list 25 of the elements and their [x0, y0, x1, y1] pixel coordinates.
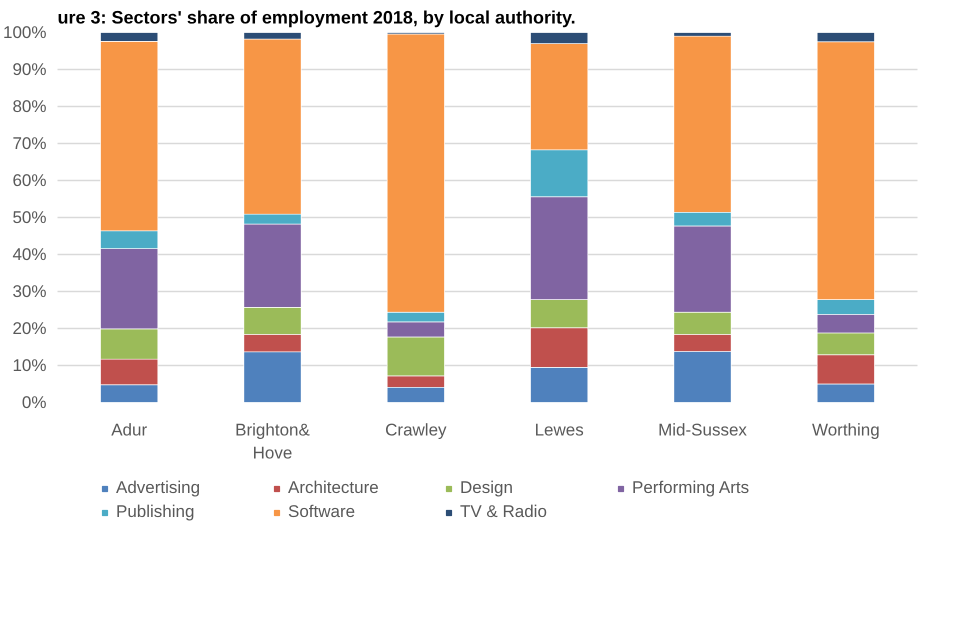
legend-label: Advertising [116, 478, 202, 498]
x-tick-label: Worthing [812, 420, 880, 440]
legend-label: Design [460, 478, 514, 498]
y-tick-label: 90% [12, 60, 47, 79]
y-tick-label: 30% [12, 282, 47, 301]
legend-label: Architecture [288, 478, 380, 498]
x-tick-label: Lewes [534, 420, 584, 440]
legend-label: Software [288, 502, 356, 522]
x-tick-label: Crawley [385, 420, 448, 440]
x-tick-label: Adur [111, 420, 148, 440]
legend-label: TV & Radio [460, 502, 548, 522]
x-tick-label: Brighton& Hove [235, 420, 310, 462]
x-tick-label: Mid-Sussex [658, 420, 748, 440]
legend-label: Publishing [116, 502, 196, 522]
y-tick-label: 80% [12, 97, 47, 116]
y-tick-label: 60% [12, 171, 47, 190]
chart-title: ure 3: Sectors' share of employment 2018, by local authority. [58, 8, 576, 28]
legend-label: Performing Arts [632, 478, 750, 498]
y-tick-label: 10% [12, 356, 47, 375]
y-tick-label: 50% [12, 208, 47, 227]
y-tick-label: 20% [12, 319, 47, 338]
y-tick-label: 100% [3, 23, 47, 42]
y-tick-label: 0% [22, 393, 47, 412]
y-tick-label: 40% [12, 245, 47, 264]
y-tick-label: 70% [12, 134, 47, 153]
